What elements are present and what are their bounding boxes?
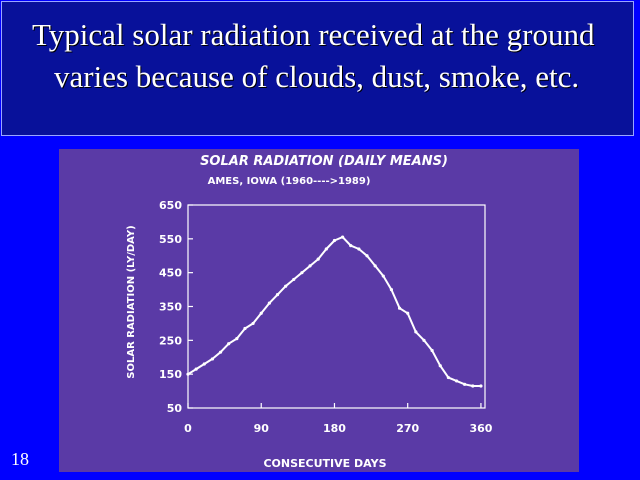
data-point [202, 362, 206, 366]
x-tick-label: 180 [323, 422, 346, 435]
data-point [406, 311, 410, 315]
y-tick-label: 350 [159, 301, 182, 314]
series-line [187, 236, 481, 387]
slide-title: Typical solar radiation received at the … [32, 17, 595, 94]
data-point [438, 364, 442, 368]
y-tick-label: 550 [159, 233, 182, 246]
data-point [471, 384, 475, 388]
x-tick-label: 0 [184, 422, 192, 435]
data-point [227, 342, 231, 346]
data-point [389, 287, 394, 292]
x-axis-label: CONSECUTIVE DAYS [263, 457, 386, 470]
data-point [454, 379, 459, 383]
data-point [275, 293, 280, 297]
y-tick-label: 50 [167, 402, 183, 415]
data-point [365, 254, 369, 258]
data-point [373, 264, 377, 268]
data-point [463, 382, 467, 386]
data-point [316, 257, 320, 261]
plot-frame [187, 204, 486, 409]
y-tick-label: 450 [159, 267, 182, 280]
data-point [357, 247, 361, 251]
data-point [430, 348, 434, 353]
data-point [381, 274, 385, 278]
chart-photo: SOLAR RADIATION (DAILY MEANS) AMES, IOWA… [59, 149, 579, 472]
data-point [194, 367, 198, 371]
y-tick-label: 250 [159, 334, 182, 347]
data-point [284, 284, 288, 288]
data-point [259, 311, 263, 315]
data-point [479, 384, 483, 388]
data-point [341, 235, 345, 239]
solar-radiation-chart: SOLAR RADIATION (DAILY MEANS) AMES, IOWA… [126, 154, 493, 470]
y-tick-label: 650 [159, 199, 182, 212]
data-point [292, 277, 296, 282]
data-point [235, 337, 239, 341]
slide-number: 18 [11, 449, 29, 469]
data-point [218, 350, 223, 354]
data-point [324, 247, 328, 251]
y-tick-label: 150 [159, 368, 182, 381]
data-point [267, 301, 271, 305]
x-tick-label: 360 [469, 422, 492, 435]
data-point [186, 372, 190, 376]
data-point [446, 375, 450, 380]
x-tick-label: 90 [254, 422, 270, 435]
data-point [414, 330, 418, 334]
data-point [422, 338, 426, 342]
data-point [308, 264, 312, 268]
data-point [300, 271, 304, 275]
data-point [332, 238, 337, 243]
x-tick-label: 270 [396, 422, 419, 435]
data-point [210, 357, 215, 361]
data-point [397, 306, 402, 310]
chart-subtitle: AMES, IOWA (1960---->1989) [208, 176, 371, 187]
chart-title: SOLAR RADIATION (DAILY MEANS) [200, 154, 448, 169]
data-point [251, 321, 255, 326]
data-point [243, 326, 247, 331]
data-point [349, 244, 353, 248]
title-box: Typical solar radiation received at the … [1, 1, 634, 136]
y-axis-label: SOLAR RADIATION (LY/DAY) [126, 225, 137, 379]
